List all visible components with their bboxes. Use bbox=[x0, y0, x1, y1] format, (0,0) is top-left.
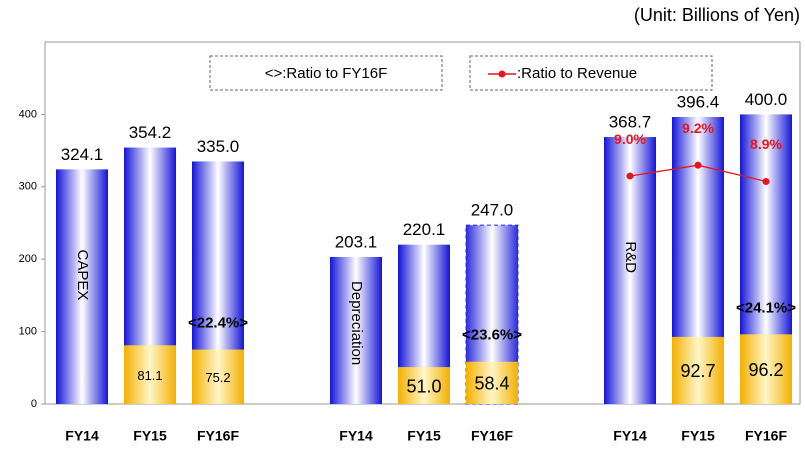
ratio-point bbox=[694, 161, 702, 169]
legend-text: <>:Ratio to FY16F bbox=[265, 65, 388, 82]
x-tick-label: FY16F bbox=[197, 428, 239, 444]
bar-portion-label: 51.0 bbox=[406, 376, 441, 396]
bar-total-label: 220.1 bbox=[403, 220, 446, 239]
bar-portion-label: 75.2 bbox=[205, 370, 230, 385]
x-tick-label: FY14 bbox=[339, 428, 373, 444]
legend-box bbox=[469, 55, 713, 91]
legend-box bbox=[209, 55, 443, 91]
unit-label: (Unit: Billions of Yen) bbox=[634, 5, 800, 25]
bar bbox=[56, 169, 108, 404]
x-tick-label: FY15 bbox=[681, 428, 715, 444]
ratio-point bbox=[626, 172, 634, 180]
y-tick-label: 400 bbox=[19, 108, 37, 120]
bar-portion bbox=[740, 334, 792, 404]
y-tick-label: 300 bbox=[19, 181, 37, 193]
bar bbox=[604, 137, 656, 404]
x-tick-label: FY16F bbox=[471, 428, 513, 444]
bar-portion bbox=[192, 349, 244, 404]
bar-portion bbox=[672, 336, 724, 404]
x-tick-label: FY15 bbox=[133, 428, 167, 444]
legend-text: :Ratio to Revenue bbox=[517, 65, 637, 82]
bar-total-label: 400.0 bbox=[745, 90, 788, 109]
ratio-point-label: 9.2% bbox=[682, 120, 714, 136]
x-tick-label: FY15 bbox=[407, 428, 441, 444]
bar bbox=[330, 256, 382, 404]
bar-portion bbox=[124, 345, 176, 404]
bar-portion-label: 58.4 bbox=[474, 374, 509, 394]
bar-series-name: R&D bbox=[622, 241, 639, 273]
y-tick-label: 200 bbox=[19, 253, 37, 265]
bar-portion bbox=[466, 361, 518, 404]
ratio-point-label: 9.0% bbox=[614, 131, 646, 147]
bar-total-label: 324.1 bbox=[61, 145, 104, 164]
ratio-point-label: 8.9% bbox=[750, 136, 782, 152]
bar-total-label: 396.4 bbox=[677, 92, 720, 111]
y-tick-label: 0 bbox=[31, 398, 37, 410]
bar-portion-label: 81.1 bbox=[137, 368, 162, 383]
ratio-label: <24.1%> bbox=[736, 299, 796, 316]
x-tick-label: FY14 bbox=[65, 428, 99, 444]
bar-portion-label: 92.7 bbox=[680, 361, 715, 381]
x-tick-label: FY16F bbox=[745, 428, 787, 444]
legend-marker bbox=[498, 70, 506, 78]
bar-total-label: 354.2 bbox=[129, 123, 172, 142]
bar-series-name: Depreciation bbox=[348, 281, 365, 365]
bar-total-label: 203.1 bbox=[335, 232, 378, 251]
ratio-label: <23.6%> bbox=[462, 327, 522, 344]
bar-total-label: 247.0 bbox=[471, 201, 514, 220]
bar-portion-label: 96.2 bbox=[748, 360, 783, 380]
ratio-label: <22.4%> bbox=[188, 315, 248, 332]
bar-series-name: CAPEX bbox=[74, 250, 91, 301]
bar-total-label: 368.7 bbox=[609, 113, 652, 132]
x-tick-label: FY14 bbox=[613, 428, 647, 444]
bar-total-label: 335.0 bbox=[197, 137, 240, 156]
y-tick-label: 100 bbox=[19, 326, 37, 338]
ratio-point bbox=[762, 177, 770, 185]
bar-portion bbox=[398, 367, 450, 404]
